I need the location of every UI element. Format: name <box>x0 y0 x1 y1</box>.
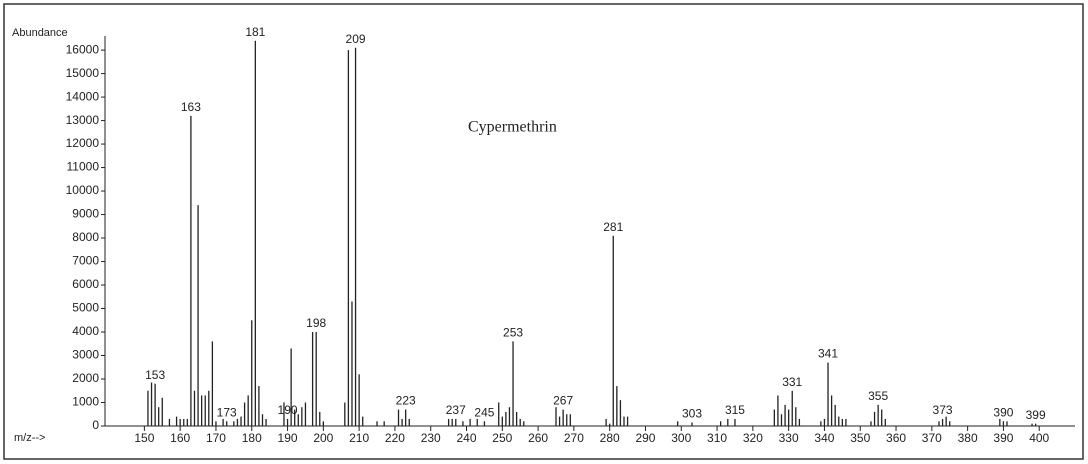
x-tick-label: 160 <box>170 431 190 445</box>
peak-label: 223 <box>396 394 416 408</box>
peak-label: 341 <box>818 347 838 361</box>
peak-label: 390 <box>993 405 1013 419</box>
x-tick-label: 230 <box>421 431 441 445</box>
peak-label: 315 <box>725 403 745 417</box>
y-tick-label: 1000 <box>72 395 99 409</box>
x-tick-label: 390 <box>993 431 1013 445</box>
y-tick-label: 8000 <box>72 230 99 244</box>
y-axis-label: Abundance <box>12 27 68 39</box>
x-tick-label: 320 <box>743 431 763 445</box>
y-tick-label: 5000 <box>72 301 99 315</box>
x-tick-label: 170 <box>206 431 226 445</box>
y-tick-label: 4000 <box>72 324 99 338</box>
peak-label: 237 <box>446 403 466 417</box>
x-tick-label: 350 <box>850 431 870 445</box>
frame <box>3 3 1084 460</box>
x-tick-label: 150 <box>134 431 154 445</box>
y-tick-label: 11000 <box>67 160 100 174</box>
y-tick-label: 9000 <box>72 207 99 221</box>
peak-label: 190 <box>278 403 298 417</box>
x-tick-label: 200 <box>313 431 333 445</box>
peak-label: 267 <box>553 394 573 408</box>
x-tick-label: 380 <box>958 431 978 445</box>
x-tick-label: 260 <box>528 431 548 445</box>
peak-label: 163 <box>181 100 201 114</box>
x-tick-label: 240 <box>456 431 476 445</box>
peak-label: 399 <box>1026 408 1046 422</box>
chart-title: Cypermethrin <box>468 119 557 136</box>
x-tick-label: 300 <box>671 431 691 445</box>
peak-label: 355 <box>868 389 888 403</box>
x-tick-label: 180 <box>242 431 262 445</box>
x-tick-label: 360 <box>886 431 906 445</box>
peak-label: 245 <box>474 405 494 419</box>
x-tick-label: 190 <box>278 431 298 445</box>
x-tick-label: 210 <box>349 431 369 445</box>
x-tick-label: 340 <box>814 431 834 445</box>
peak-label: 281 <box>603 220 623 234</box>
y-tick-label: 2000 <box>72 371 99 385</box>
peak-label: 153 <box>145 368 165 382</box>
y-tick-label: 0 <box>92 418 99 432</box>
peak-label: 331 <box>782 375 802 389</box>
x-tick-label: 290 <box>635 431 655 445</box>
y-tick-label: 12000 <box>66 136 100 150</box>
x-tick-label: 400 <box>1029 431 1049 445</box>
x-tick-label: 280 <box>600 431 620 445</box>
x-tick-label: 270 <box>564 431 584 445</box>
peak-label: 373 <box>933 403 953 417</box>
peak-label: 303 <box>682 407 702 421</box>
y-tick-label: 6000 <box>72 277 99 291</box>
x-tick-label: 310 <box>707 431 727 445</box>
peak-label: 181 <box>245 25 265 39</box>
y-tick-label: 10000 <box>66 183 100 197</box>
x-tick-label: 330 <box>779 431 799 445</box>
peak-label: 198 <box>306 316 326 330</box>
y-tick-label: 3000 <box>72 348 99 362</box>
peak-label: 253 <box>503 326 523 340</box>
y-tick-label: 15000 <box>66 66 100 80</box>
x-tick-label: 250 <box>492 431 512 445</box>
peak-label: 209 <box>346 32 366 46</box>
peak-label: 173 <box>217 405 237 419</box>
y-tick-label: 13000 <box>66 113 100 127</box>
x-tick-label: 220 <box>385 431 405 445</box>
y-tick-label: 7000 <box>72 254 99 268</box>
y-tick-label: 14000 <box>66 89 100 103</box>
x-tick-label: 370 <box>922 431 942 445</box>
x-axis-label: m/z--> <box>14 432 45 444</box>
y-tick-label: 16000 <box>66 42 100 56</box>
